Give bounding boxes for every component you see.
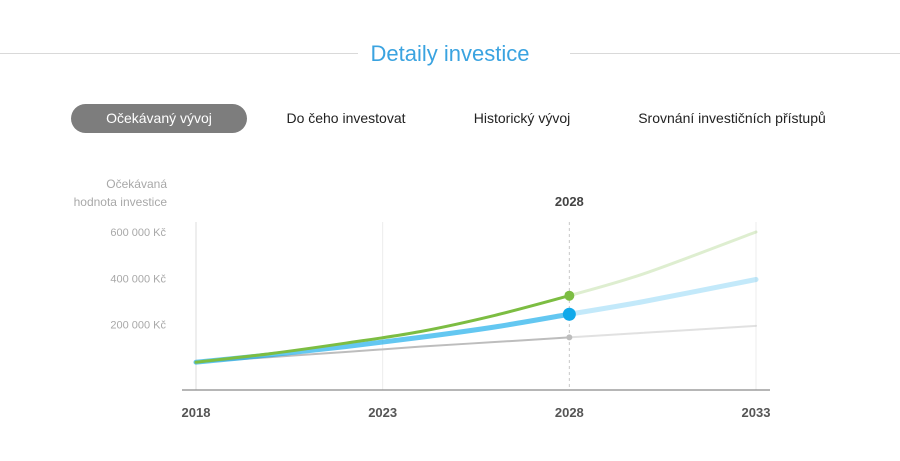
series-gray-forecast-line <box>568 324 757 339</box>
tab-investment-approach-comparison[interactable]: Srovnání investičních přístupů <box>638 110 826 126</box>
tab-expected-development[interactable]: Očekávaný vývoj <box>71 104 247 133</box>
y-tick-label: 400 000 Kč <box>110 273 166 285</box>
series-gray-highlight-point <box>566 334 573 341</box>
title-divider-right <box>570 53 900 54</box>
series-blue-forecast-line <box>566 276 759 317</box>
section-title: Detaily investice <box>370 41 530 66</box>
series-blue-highlight-point <box>562 307 576 321</box>
series-green-forecast-line <box>567 230 758 298</box>
y-axis-title: Očekávaná hodnota investice <box>27 175 167 211</box>
x-tick-label: 2023 <box>368 405 397 420</box>
x-tick-label: 2033 <box>742 405 771 420</box>
y-axis-title-line-2: hodnota investice <box>73 195 167 209</box>
highlight-year-label: 2028 <box>555 194 584 209</box>
y-tick-label: 200 000 Kč <box>110 320 166 332</box>
x-tick-label: 2018 <box>182 405 211 420</box>
tab-what-to-invest-in[interactable]: Do čeho investovat <box>286 110 406 126</box>
series-green-line <box>194 294 571 364</box>
tab-bar: Očekávaný vývoj Do čeho investovat Histo… <box>0 104 900 134</box>
y-axis-title-line-1: Očekávaná <box>106 177 167 191</box>
tab-historical-development[interactable]: Historický vývoj <box>473 110 571 126</box>
section-header: Detaily investice <box>0 40 900 70</box>
series-green-highlight-point <box>564 290 575 301</box>
x-tick-label: 2028 <box>555 405 584 420</box>
title-divider-left <box>0 53 358 54</box>
y-tick-label: 600 000 Kč <box>110 227 166 239</box>
